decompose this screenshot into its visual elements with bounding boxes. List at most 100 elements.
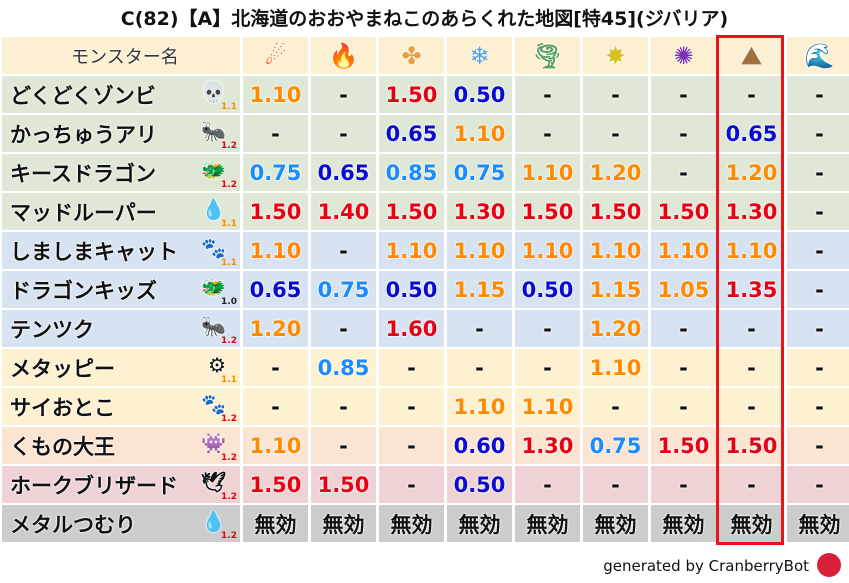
resistance-value: - [651,76,716,113]
resistance-value: - [311,232,376,269]
resistance-value: 1.30 [447,193,512,230]
resistance-value: 無効 [515,505,580,542]
resistance-value: - [787,76,849,113]
resistance-value: 0.50 [447,466,512,503]
resistance-value: - [311,388,376,425]
resistance-value: - [787,466,849,503]
resistance-value: - [651,310,716,347]
resistance-value: - [787,310,849,347]
resistance-value: - [447,310,512,347]
resistance-value: - [243,115,308,152]
monster-name: しましまキャット [10,239,178,264]
resistance-value: 1.20 [243,310,308,347]
monster-name-cell: メタッピー ⚙ 1.1 [2,349,240,386]
resistance-value: 1.10 [447,115,512,152]
resistance-value: - [311,427,376,464]
resistance-value: - [379,427,444,464]
resistance-value: - [379,388,444,425]
monster-name: ホークブリザード [10,473,178,498]
speed-multiplier: 1.2 [221,492,237,502]
resistance-value: - [447,349,512,386]
flame-icon: 🔥 [328,41,359,70]
mountain-icon: ⛰ [741,41,762,70]
resistance-value: 0.60 [447,427,512,464]
bug-icon: 🐜 [201,314,226,338]
monster-name-cell: しましまキャット 🐾 1.1 [2,232,240,269]
resistance-value: - [311,310,376,347]
snowflake-icon: ❄ [469,41,490,70]
resistance-value: - [719,466,784,503]
resistance-value: - [651,154,716,191]
column-header-7: ✺ [651,37,716,74]
tornado-icon: 🌪 [532,41,563,70]
resistance-value: - [651,115,716,152]
speed-multiplier: 1.2 [221,453,237,463]
resistance-value: 無効 [651,505,716,542]
highlighted-column-frame [716,35,784,545]
resistance-value: 1.10 [515,388,580,425]
monster-name-cell: サイおとこ 🐾 1.2 [2,388,240,425]
resistance-value: 0.50 [379,271,444,308]
resistance-value: 0.65 [719,115,784,152]
resistance-value: - [719,76,784,113]
resistance-value: 無効 [379,505,444,542]
resistance-value: 1.20 [719,154,784,191]
dragon-icon: 🐲 [201,158,226,182]
speed-multiplier: 1.1 [221,375,237,385]
skull-icon: 💀 [201,80,226,104]
column-header-1: ☄ [243,37,308,74]
monster-name-cell: テンツク 🐜 1.2 [2,310,240,347]
resistance-value: 1.50 [719,427,784,464]
resistance-value: 1.50 [243,193,308,230]
column-header-5: 🌪 [515,37,580,74]
drop-icon: 💧 [201,197,226,221]
resistance-value: 1.50 [243,466,308,503]
resistance-value: - [787,271,849,308]
resistance-value: - [719,388,784,425]
resistance-value: 1.35 [719,271,784,308]
resistance-value: 1.50 [651,427,716,464]
fireball-icon: ☄ [264,41,287,70]
resistance-value: 0.75 [447,154,512,191]
speed-multiplier: 1.2 [221,141,237,151]
resistance-value: 1.20 [583,154,648,191]
speed-multiplier: 1.2 [221,531,237,541]
resistance-value: - [651,349,716,386]
resistance-value: 1.10 [651,232,716,269]
dark-swirl-icon: ✺ [673,41,694,70]
monster-name: ドラゴンキッズ [10,278,157,303]
resistance-value: 0.85 [311,349,376,386]
resistance-value: - [787,115,849,152]
resistance-value: 1.10 [243,232,308,269]
slime-icon: 💧 [201,509,226,533]
resistance-value: - [787,427,849,464]
resistance-value: - [515,76,580,113]
speed-multiplier: 1.2 [221,336,237,346]
resistance-value: 1.50 [311,466,376,503]
resistance-value: 0.50 [447,76,512,113]
resistance-value: - [515,349,580,386]
speed-multiplier: 1.1 [221,102,237,112]
clover-cross-icon: ✤ [401,41,422,70]
gear-icon: ⚙ [208,353,226,377]
speed-multiplier: 1.0 [221,297,237,307]
resistance-value: 無効 [447,505,512,542]
resistance-value: 無効 [719,505,784,542]
resistance-value: - [515,115,580,152]
resistance-table: モンスター名 ☄ 🔥 ✤ ❄ 🌪 ✸ ✺ ⛰ 🌊 どくどくゾンビ 💀 1.1 1.10-1.50 0.50-… [2,37,849,542]
resistance-value: 0.65 [379,115,444,152]
monster-name-cell: ドラゴンキッズ 🐲 1.0 [2,271,240,308]
column-header-name: モンスター名 [2,37,240,74]
resistance-value: 1.10 [243,76,308,113]
column-header-6: ✸ [583,37,648,74]
resistance-value: 1.50 [379,193,444,230]
resistance-value: - [787,193,849,230]
monster-name: マッドルーパー [10,200,157,225]
resistance-value: - [379,466,444,503]
bug-icon: 🐜 [201,119,226,143]
column-header-4: ❄ [447,37,512,74]
resistance-value: 0.75 [583,427,648,464]
resistance-value: 1.60 [379,310,444,347]
resistance-value: 1.15 [583,271,648,308]
resistance-value: 1.10 [243,427,308,464]
